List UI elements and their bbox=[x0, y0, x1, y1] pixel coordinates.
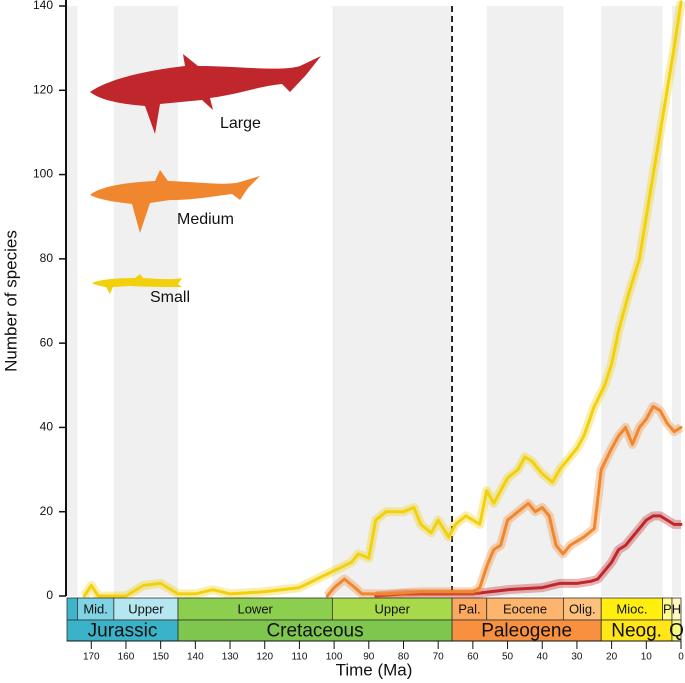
x-tick-label: 150 bbox=[152, 652, 169, 663]
y-tick-label: 80 bbox=[40, 251, 54, 265]
y-tick-label: 100 bbox=[33, 167, 53, 181]
legend-label: Large bbox=[220, 115, 261, 132]
timescale-epoch bbox=[66, 597, 78, 621]
y-tick-label: 40 bbox=[40, 420, 54, 434]
x-tick-label: 120 bbox=[256, 652, 273, 663]
x-tick-label: 40 bbox=[537, 652, 549, 663]
x-tick-label: 20 bbox=[606, 652, 618, 663]
shaded-interval bbox=[332, 6, 453, 596]
x-tick-label: 50 bbox=[502, 652, 514, 663]
series-line bbox=[325, 404, 683, 598]
legend: Large Medium Small bbox=[90, 54, 321, 306]
shaded-interval bbox=[486, 6, 564, 596]
timescale-label: P bbox=[663, 601, 672, 616]
x-tick-label: 90 bbox=[363, 652, 375, 663]
timescale-label: Jurassic bbox=[88, 621, 158, 642]
medium-shark-icon bbox=[90, 170, 260, 233]
y-tick-label: 60 bbox=[40, 335, 54, 349]
y-tick-label: 120 bbox=[33, 82, 53, 96]
shaded-interval bbox=[67, 6, 78, 596]
x-tick-label: 110 bbox=[291, 652, 307, 663]
x-tick-label: 170 bbox=[83, 652, 100, 663]
x-tick-label: 60 bbox=[467, 652, 479, 663]
legend-label: Small bbox=[150, 289, 190, 306]
x-tick-label: 10 bbox=[641, 652, 653, 663]
y-tick-label: 140 bbox=[33, 0, 53, 12]
timescale-label: Eocene bbox=[503, 601, 547, 616]
y-tick-label: 20 bbox=[40, 504, 54, 518]
timescale-label: Mioc. bbox=[616, 601, 647, 616]
small-shark-icon bbox=[92, 274, 182, 294]
x-tick-label: 80 bbox=[398, 652, 410, 663]
shaded-interval bbox=[601, 6, 663, 596]
legend-label: Medium bbox=[177, 211, 234, 228]
x-tick-label: 130 bbox=[222, 652, 239, 663]
timescale-label: H bbox=[672, 601, 681, 616]
timescale-label: Upper bbox=[375, 601, 411, 616]
timescale-label: Lower bbox=[237, 601, 273, 616]
timescale-label: Olig. bbox=[569, 601, 596, 616]
timescale-label: Paleogene bbox=[481, 621, 572, 642]
series-line bbox=[82, 0, 683, 598]
timescale-label: Neog. bbox=[611, 621, 662, 642]
timescale-label: Cretaceous bbox=[266, 621, 363, 642]
x-tick-label: 160 bbox=[118, 652, 135, 663]
x-tick-label: 70 bbox=[433, 652, 445, 663]
timescale-label: Upper bbox=[128, 601, 164, 616]
x-tick-label: 30 bbox=[571, 652, 583, 663]
x-tick-label: 100 bbox=[326, 652, 343, 663]
x-tick-label: 140 bbox=[187, 652, 204, 663]
large-shark-icon bbox=[90, 54, 321, 134]
shaded-interval bbox=[671, 6, 681, 596]
x-axis-title: Time (Ma) bbox=[336, 660, 413, 679]
timescale-label: Mid. bbox=[83, 601, 108, 616]
series-line bbox=[374, 514, 683, 598]
timescale-label: Pal. bbox=[458, 601, 480, 616]
y-axis-title: Number of species bbox=[1, 230, 20, 372]
x-tick-label: 0 bbox=[678, 652, 684, 663]
timescale-label: Q bbox=[669, 621, 684, 642]
background-layer bbox=[67, 6, 681, 596]
y-tick-label: 0 bbox=[46, 588, 53, 602]
